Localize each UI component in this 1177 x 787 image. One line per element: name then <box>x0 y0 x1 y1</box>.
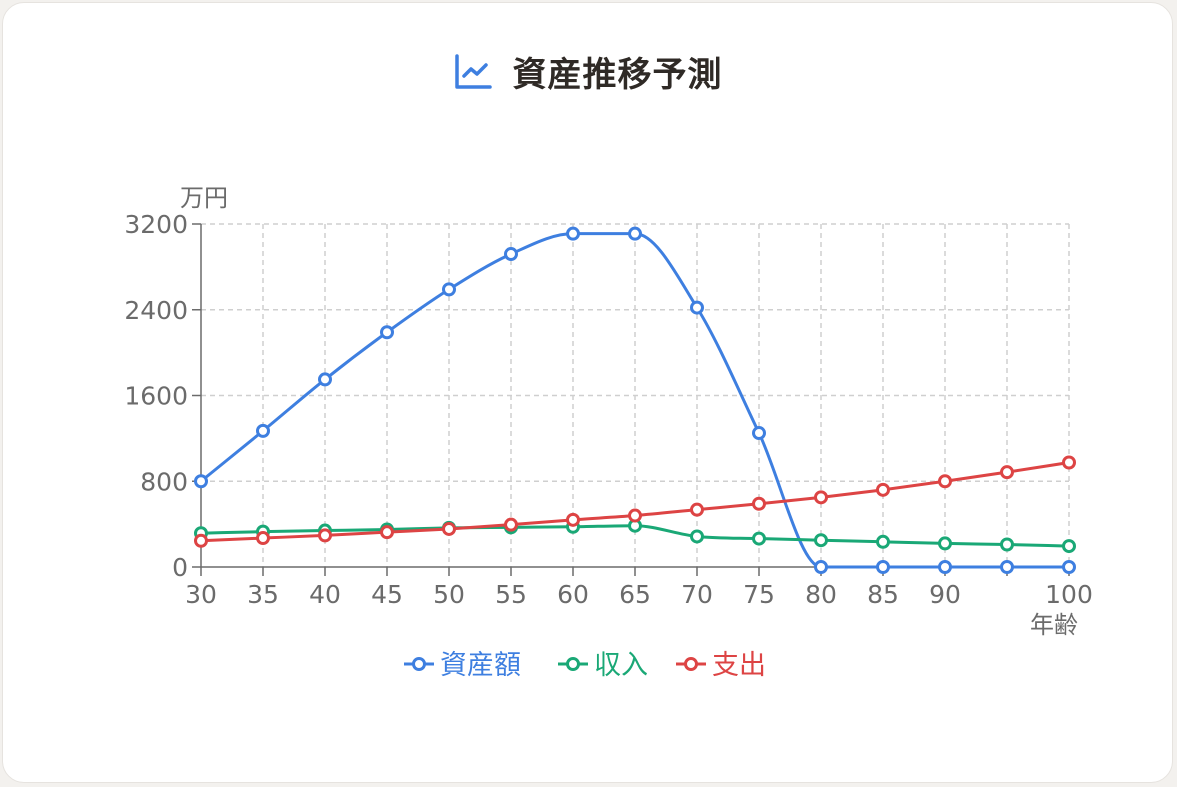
legend-label-0: 資産額 <box>440 650 521 681</box>
chart-grid <box>201 223 1070 567</box>
data-point <box>690 502 704 517</box>
data-point <box>876 482 890 497</box>
y-axis-unit: 万円 <box>180 184 228 212</box>
data-point <box>380 525 394 540</box>
x-tick-label: 90 <box>929 580 961 609</box>
data-point <box>1000 465 1014 480</box>
legend-marker-2 <box>684 657 698 671</box>
data-point <box>504 247 518 262</box>
data-point <box>256 423 270 438</box>
x-tick-label: 100 <box>1045 580 1093 609</box>
data-point <box>1062 455 1076 470</box>
chart-title: 資産推移予測 <box>512 55 723 95</box>
y-tick-label: 2400 <box>124 296 188 325</box>
y-tick-label: 3200 <box>124 210 188 239</box>
data-point <box>1000 560 1014 574</box>
data-point <box>566 512 580 527</box>
x-tick-label: 60 <box>557 580 589 609</box>
legend-label-2: 支出 <box>712 650 766 681</box>
y-tick-label: 800 <box>140 467 188 496</box>
y-tick-label: 0 <box>172 553 188 582</box>
chart-series <box>194 226 1076 574</box>
data-point <box>814 533 828 548</box>
data-point <box>752 496 766 511</box>
data-point <box>690 529 704 544</box>
data-point <box>938 474 952 489</box>
x-tick-label: 75 <box>743 580 775 609</box>
data-point <box>752 426 766 441</box>
x-tick-label: 45 <box>371 580 403 609</box>
line-chart-icon <box>454 53 492 89</box>
x-tick-label: 65 <box>619 580 651 609</box>
chart-header: 資産推移予測 <box>3 47 1172 96</box>
data-point <box>876 534 890 549</box>
data-point <box>318 372 332 387</box>
data-point <box>938 560 952 574</box>
data-point <box>442 521 456 536</box>
data-point <box>876 560 890 574</box>
data-point <box>380 325 394 340</box>
y-tick-label: 1600 <box>124 382 188 411</box>
x-tick-label: 50 <box>433 580 465 609</box>
x-tick-label: 85 <box>867 580 899 609</box>
x-tick-label: 55 <box>495 580 527 609</box>
data-point <box>566 226 580 241</box>
data-point <box>814 490 828 505</box>
data-point <box>194 474 208 489</box>
data-point <box>628 226 642 241</box>
data-point <box>504 517 518 532</box>
x-tick-label: 70 <box>681 580 713 609</box>
data-point <box>938 536 952 551</box>
data-point <box>752 531 766 546</box>
chart-axes: 0 800 1600 2400 3200 30 35 40 45 50 55 60 65 70 75 80 85… <box>124 184 1092 639</box>
data-point <box>1000 537 1014 552</box>
data-point <box>1062 560 1076 574</box>
data-point <box>318 528 332 543</box>
legend-label-1: 収入 <box>594 650 648 681</box>
x-tick-label: 80 <box>805 580 837 609</box>
legend-marker-0 <box>412 657 426 671</box>
data-point <box>1062 539 1076 554</box>
series-line-0 <box>200 232 1069 569</box>
x-tick-label: 40 <box>309 580 341 609</box>
legend-marker-1 <box>566 657 580 671</box>
data-point <box>814 560 828 574</box>
x-tick-label: 30 <box>185 580 217 609</box>
x-axis-unit: 年齢 <box>1030 611 1078 639</box>
data-point <box>256 531 270 546</box>
data-point <box>442 282 456 297</box>
data-point <box>690 300 704 315</box>
chart-legend: 資産額 収入 支出 <box>404 650 766 681</box>
data-point <box>628 508 642 523</box>
data-point <box>194 533 208 548</box>
x-tick-label: 35 <box>247 580 279 609</box>
